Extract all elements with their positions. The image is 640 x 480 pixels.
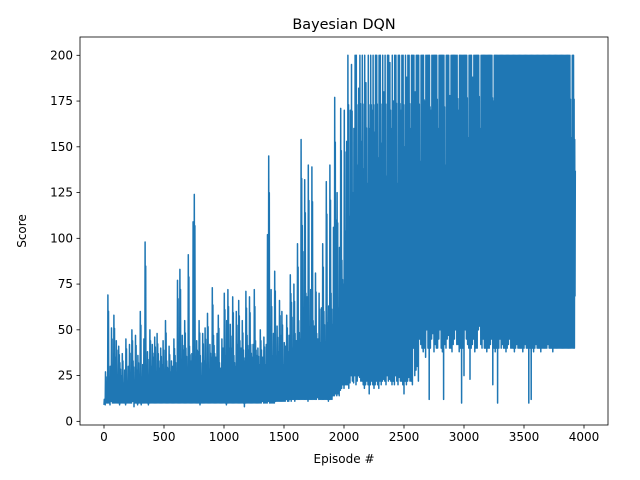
x-tick-label: 2500 <box>389 430 420 444</box>
x-tick-label: 3500 <box>509 430 540 444</box>
y-axis-ticks: 0 25 50 75 100 125 150 175 200 <box>50 48 80 428</box>
x-tick-label: 2000 <box>329 430 360 444</box>
y-tick-label: 0 <box>65 414 73 428</box>
x-tick-label: 3000 <box>449 430 480 444</box>
y-tick-label: 200 <box>50 48 73 62</box>
y-tick-label: 75 <box>58 277 73 291</box>
y-tick-label: 125 <box>50 186 73 200</box>
y-tick-label: 25 <box>58 369 73 383</box>
x-axis-label: Episode # <box>314 452 375 466</box>
y-axis-label: Score <box>15 214 29 248</box>
x-tick-label: 500 <box>153 430 176 444</box>
y-tick-label: 50 <box>58 323 73 337</box>
series-line <box>103 54 577 408</box>
x-tick-label: 1500 <box>269 430 300 444</box>
x-tick-label: 0 <box>100 430 108 444</box>
y-tick-label: 100 <box>50 231 73 245</box>
y-tick-label: 175 <box>50 94 73 108</box>
y-tick-label: 150 <box>50 140 73 154</box>
chart-title: Bayesian DQN <box>292 17 395 33</box>
x-tick-label: 1000 <box>209 430 240 444</box>
x-axis-ticks: 0 500 1000 1500 2000 2500 3000 3500 4000 <box>100 425 599 444</box>
x-tick-label: 4000 <box>569 430 600 444</box>
plot-area <box>103 54 577 408</box>
